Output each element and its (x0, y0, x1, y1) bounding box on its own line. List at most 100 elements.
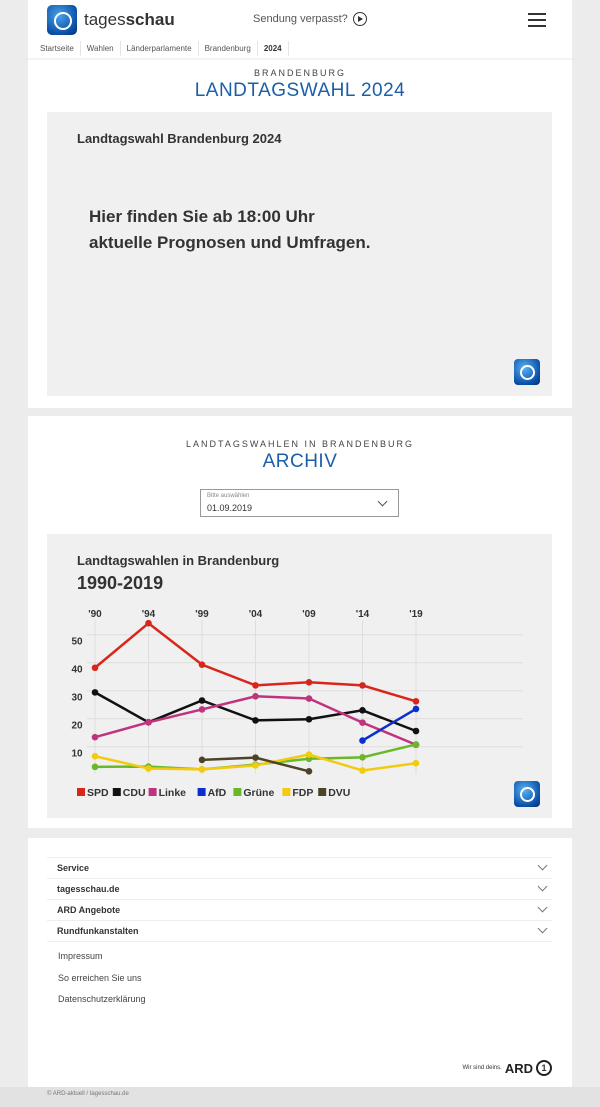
chevron-down-icon (537, 902, 548, 913)
archive-kicker: LANDTAGSWAHLEN IN BRANDENBURG (185, 439, 415, 449)
x-tick-label: '99 (195, 609, 209, 620)
y-tick-label: 40 (71, 665, 83, 676)
header-section: tagesschau Sendung verpasst? Startseite … (28, 0, 572, 408)
data-point-linke (145, 719, 152, 726)
data-point-spd (359, 682, 366, 689)
legend-label: AfD (208, 787, 227, 799)
message-line: aktuelle Prognosen und Umfragen. (89, 233, 371, 252)
data-point-afd (359, 737, 366, 744)
breadcrumb-item[interactable]: Wahlen (81, 41, 121, 56)
election-date-select[interactable]: Bitte auswählen 01.09.2019 (200, 489, 399, 517)
brand-name[interactable]: tagesschau (84, 10, 175, 30)
data-point-fdp (91, 752, 99, 760)
legend-swatch (112, 788, 121, 796)
data-point-linke (359, 719, 366, 726)
select-label: Bitte auswählen (207, 493, 250, 499)
chevron-down-icon (537, 881, 548, 892)
data-point-grüne (91, 763, 99, 771)
data-point-cdu (359, 707, 366, 714)
info-box: Landtagswahl Brandenburg 2024 Hier finde… (47, 112, 552, 396)
box-title: Landtagswahl Brandenburg 2024 (77, 131, 282, 146)
data-point-cdu (412, 727, 420, 735)
data-point-spd (252, 682, 259, 689)
sendung-verpasst-link[interactable]: Sendung verpasst? (253, 12, 367, 26)
footer: Service tagesschau.de ARD Angebote Rundf… (28, 838, 572, 1087)
legend-label: FDP (292, 787, 313, 799)
legend-label: Linke (159, 787, 187, 799)
data-point-grüne (412, 741, 420, 748)
data-point-spd (305, 679, 313, 686)
data-point-spd (412, 698, 420, 705)
archive-section: LANDTAGSWAHLEN IN BRANDENBURG ARCHIV Bit… (28, 416, 572, 828)
data-point-fdp (359, 767, 366, 774)
data-point-fdp (252, 762, 259, 769)
x-tick-label: '90 (88, 609, 102, 620)
series-line-afd (361, 707, 417, 742)
legend-swatch (282, 788, 291, 796)
tagesschau-logo-icon (514, 359, 540, 385)
breadcrumb-item[interactable]: Brandenburg (199, 41, 258, 56)
data-point-spd (145, 619, 152, 627)
x-tick-label: '09 (302, 609, 316, 620)
legend-label: SPD (87, 787, 109, 799)
menu-icon[interactable] (528, 13, 546, 31)
chevron-down-icon (537, 923, 548, 934)
x-tick-label: '04 (249, 609, 263, 620)
breadcrumb-item[interactable]: Länderparlamente (121, 41, 199, 56)
link-impressum[interactable]: Impressum (58, 951, 103, 961)
x-tick-label: '94 (142, 609, 156, 620)
data-point-spd (198, 661, 206, 668)
slogan: Wir sind deins. (462, 1065, 502, 1071)
data-point-dvu (305, 768, 313, 775)
data-point-cdu (91, 689, 99, 696)
data-point-spd (91, 664, 99, 672)
accordion-rundfunkanstalten[interactable]: Rundfunkanstalten (47, 920, 552, 942)
accordion-tagesschau[interactable]: tagesschau.de (47, 878, 552, 899)
y-tick-label: 10 (71, 749, 83, 760)
data-point-fdp (198, 766, 206, 773)
legend-swatch (197, 788, 206, 796)
data-point-linke (91, 733, 99, 741)
accordion-service[interactable]: Service (47, 857, 552, 878)
breadcrumb-item[interactable]: 2024 (258, 41, 289, 56)
archive-title: ARCHIV (262, 451, 338, 472)
legend-swatch (148, 788, 157, 796)
link-datenschutz[interactable]: Datenschutzerklärung (58, 994, 146, 1004)
sendung-label: Sendung verpasst? (253, 13, 348, 25)
link-kontakt[interactable]: So erreichen Sie uns (58, 973, 142, 983)
ard-wordmark: ARD (504, 1060, 533, 1076)
x-tick-label: '14 (356, 609, 370, 620)
legend-swatch (233, 788, 242, 796)
y-tick-label: 20 (71, 721, 83, 732)
legend-swatch (318, 788, 327, 796)
legend-swatch (77, 788, 85, 796)
copyright-bar: © ARD-aktuell / tagesschau.de (0, 1087, 600, 1107)
data-point-linke (198, 706, 206, 713)
data-point-cdu (252, 717, 259, 724)
message-line: Hier finden Sie ab 18:00 Uhr (89, 207, 315, 226)
data-point-cdu (198, 697, 206, 704)
data-point-grüne (359, 754, 366, 761)
chart-box: Landtagswahlen in Brandenburg 1990-2019 … (47, 534, 552, 818)
copyright: © ARD-aktuell / tagesschau.de (47, 1091, 129, 1097)
data-point-fdp (145, 765, 152, 772)
tagesschau-logo-icon[interactable] (47, 5, 77, 35)
legend-label: DVU (328, 787, 350, 799)
accordion-label: tagesschau.de (57, 884, 120, 894)
breadcrumb-item[interactable]: Startseite (34, 41, 81, 56)
ard-logo[interactable]: Wir sind deins. ARD 1 (462, 1060, 552, 1076)
election-chart: Landtagswahlen in Brandenburg 1990-2019 … (71, 553, 523, 799)
x-tick-label: '19 (409, 609, 423, 620)
chart-subtitle: 1990-2019 (77, 573, 163, 593)
tagesschau-logo-icon (514, 781, 540, 807)
data-point-dvu (198, 756, 206, 764)
chart-title: Landtagswahlen in Brandenburg (77, 553, 279, 568)
y-tick-label: 30 (71, 693, 83, 704)
breadcrumb: Startseite Wahlen Länderparlamente Brand… (34, 41, 289, 56)
chevron-down-icon (537, 860, 548, 871)
y-tick-label: 50 (71, 637, 83, 648)
accordion-ard-angebote[interactable]: ARD Angebote (47, 899, 552, 920)
divider (28, 58, 572, 60)
legend-label: CDU (123, 787, 146, 799)
data-point-fdp (412, 759, 420, 767)
